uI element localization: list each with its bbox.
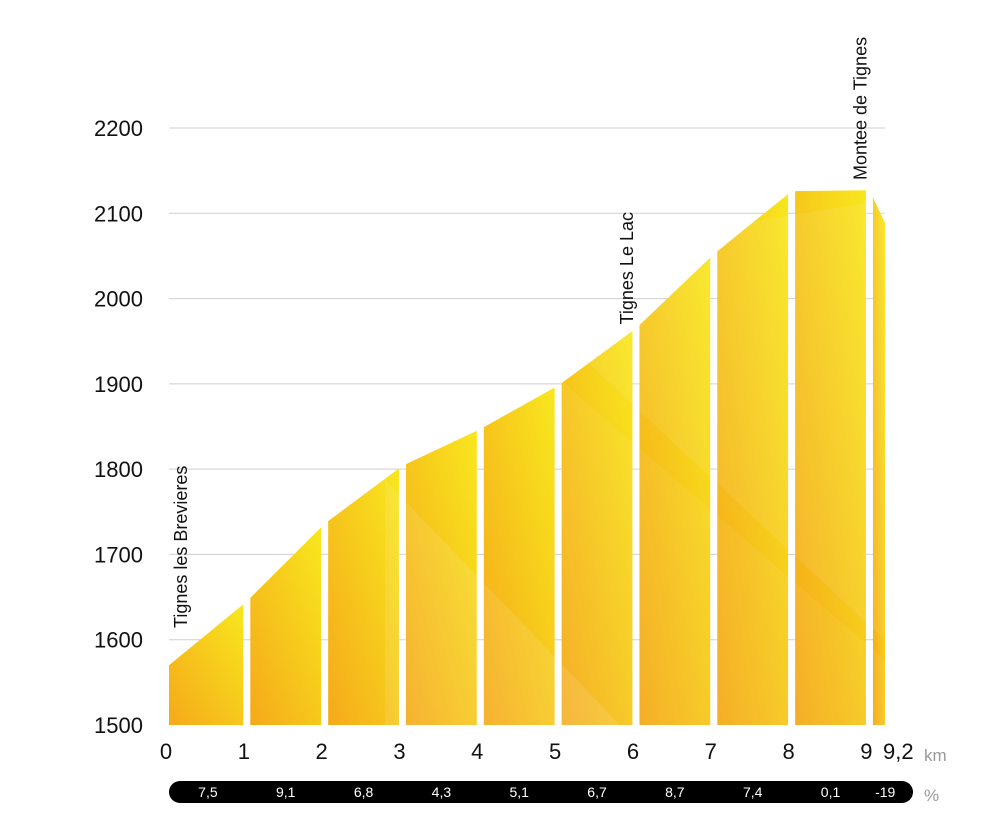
gradient-bar: 7,5 9,1 6,8 4,3 5,1 6,7 8,7 7,4 0,1 -19 xyxy=(169,781,913,803)
shading-band xyxy=(385,480,620,725)
profile-segment xyxy=(483,387,555,725)
x-tick-label: 8 xyxy=(782,739,794,764)
profile-segment xyxy=(872,197,885,726)
x-tick-label: 4 xyxy=(471,739,483,764)
gradient-unit-label: % xyxy=(924,786,939,805)
x-tick-label: 0 xyxy=(160,739,172,764)
profile-segment xyxy=(405,430,477,725)
gradient-label: 9,1 xyxy=(276,784,296,800)
gradient-label: -19 xyxy=(875,784,895,800)
gradient-label: 6,8 xyxy=(354,784,374,800)
x-tick-label: 1 xyxy=(238,739,250,764)
x-axis: 0 1 2 3 4 5 6 7 8 9 9,2 xyxy=(160,739,914,764)
y-axis: 1500 1600 1700 1800 1900 2000 2100 2200 xyxy=(94,116,143,738)
x-tick-label: 7 xyxy=(705,739,717,764)
profile-segments xyxy=(169,190,885,726)
shading-band xyxy=(585,200,885,640)
y-tick-label: 1700 xyxy=(94,542,143,567)
shading-band xyxy=(560,380,885,725)
y-tick-label: 1600 xyxy=(94,628,143,653)
x-tick-label: 2 xyxy=(316,739,328,764)
x-tick-label: 9 xyxy=(860,739,872,764)
profile-segment xyxy=(169,604,244,725)
x-tick-label: 5 xyxy=(549,739,561,764)
gradient-bar-background xyxy=(169,781,913,803)
profile-segment xyxy=(561,330,633,725)
y-tick-label: 1500 xyxy=(94,713,143,738)
x-tick-label: 6 xyxy=(627,739,639,764)
profile-segment xyxy=(717,193,789,725)
profile-segment xyxy=(639,257,711,725)
x-tick-label: 3 xyxy=(393,739,405,764)
place-label: Tignes les Brevieres xyxy=(171,466,191,628)
y-tick-label: 2100 xyxy=(94,201,143,226)
gradient-label: 7,5 xyxy=(198,784,218,800)
gradient-label: 5,1 xyxy=(509,784,529,800)
place-label: Tignes Le Lac xyxy=(617,212,637,324)
gradient-label: 0,1 xyxy=(821,784,841,800)
place-label: Montee de Tignes xyxy=(850,37,870,180)
gradient-label: 6,7 xyxy=(587,784,607,800)
y-tick-label: 1800 xyxy=(94,457,143,482)
profile-segment xyxy=(795,190,866,725)
y-tick-label: 1900 xyxy=(94,372,143,397)
y-tick-label: 2200 xyxy=(94,116,143,141)
gradient-label: 4,3 xyxy=(432,784,452,800)
profile-segment xyxy=(250,527,322,725)
gradient-label: 8,7 xyxy=(665,784,685,800)
profile-segment xyxy=(328,468,399,725)
x-tick-label: 9,2 xyxy=(883,739,914,764)
y-tick-label: 2000 xyxy=(94,287,143,312)
place-labels: Tignes les Brevieres Tignes Le Lac Montee … xyxy=(171,37,870,628)
gradient-label: 7,4 xyxy=(743,784,763,800)
x-unit-label: km xyxy=(924,746,947,765)
